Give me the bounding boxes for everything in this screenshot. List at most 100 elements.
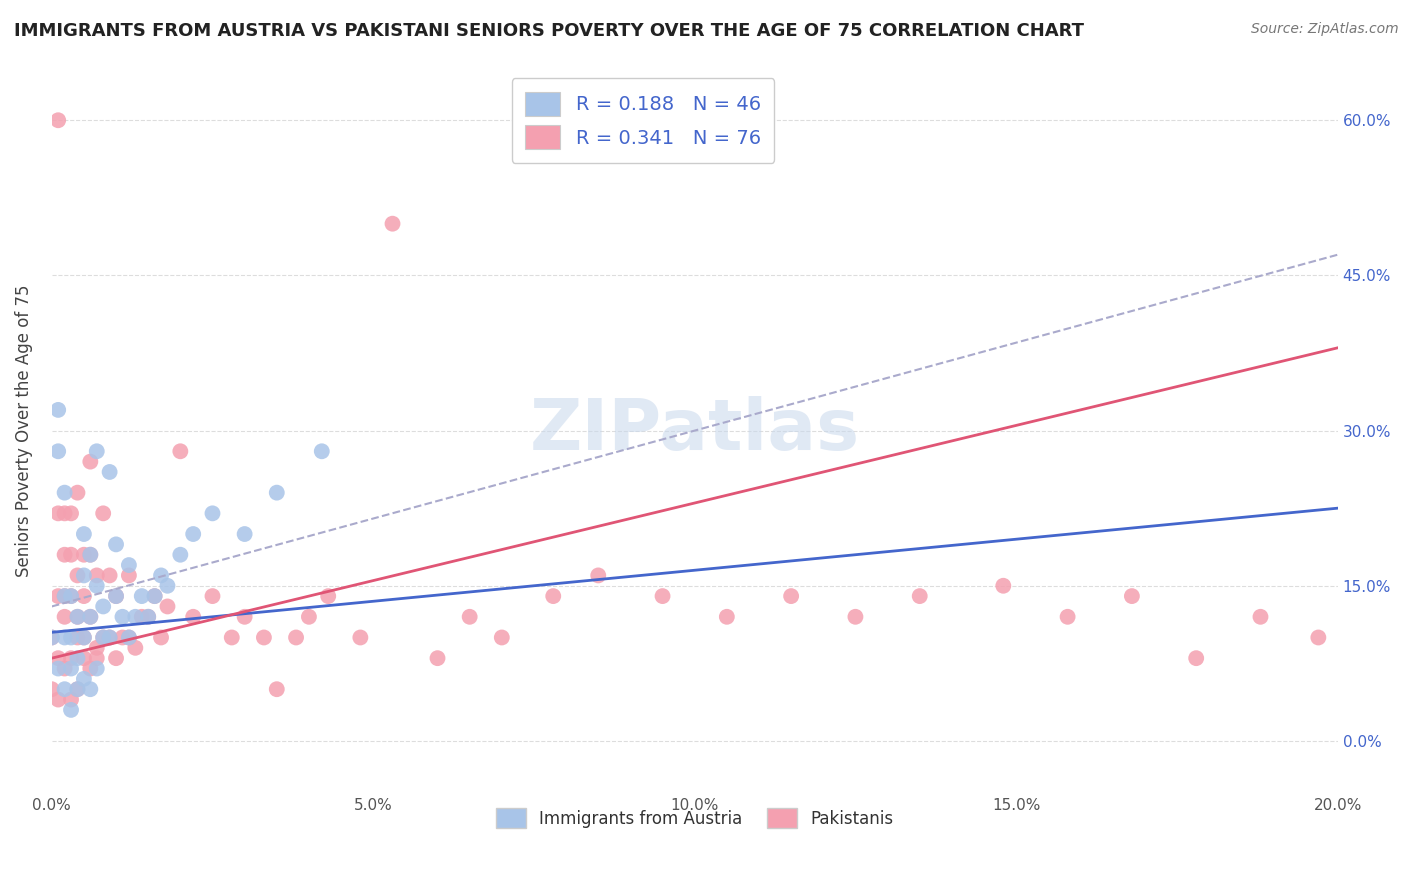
Point xyxy=(79,609,101,624)
Point xyxy=(66,682,89,697)
Point xyxy=(111,631,134,645)
Point xyxy=(79,609,101,624)
Point xyxy=(86,640,108,655)
Point xyxy=(169,444,191,458)
Point xyxy=(136,609,159,624)
Point xyxy=(105,589,128,603)
Point xyxy=(53,548,76,562)
Text: IMMIGRANTS FROM AUSTRIA VS PAKISTANI SENIORS POVERTY OVER THE AGE OF 75 CORRELAT: IMMIGRANTS FROM AUSTRIA VS PAKISTANI SEN… xyxy=(14,22,1084,40)
Point xyxy=(150,568,173,582)
Point xyxy=(73,548,96,562)
Point xyxy=(41,631,63,645)
Point xyxy=(1056,609,1078,624)
Point xyxy=(143,589,166,603)
Point xyxy=(66,485,89,500)
Point xyxy=(53,631,76,645)
Point xyxy=(41,631,63,645)
Point xyxy=(60,703,83,717)
Point xyxy=(79,548,101,562)
Point xyxy=(105,651,128,665)
Point xyxy=(46,403,69,417)
Point xyxy=(73,651,96,665)
Point xyxy=(98,631,121,645)
Point xyxy=(98,631,121,645)
Point xyxy=(73,527,96,541)
Point xyxy=(91,599,114,614)
Point xyxy=(60,651,83,665)
Point xyxy=(233,609,256,624)
Point xyxy=(426,651,449,665)
Point xyxy=(98,465,121,479)
Point xyxy=(66,631,89,645)
Point xyxy=(993,579,1015,593)
Text: Source: ZipAtlas.com: Source: ZipAtlas.com xyxy=(1251,22,1399,37)
Point xyxy=(53,506,76,520)
Legend: Immigrants from Austria, Pakistanis: Immigrants from Austria, Pakistanis xyxy=(489,801,900,835)
Point xyxy=(156,599,179,614)
Point xyxy=(53,682,76,697)
Point xyxy=(118,631,141,645)
Point xyxy=(136,609,159,624)
Point xyxy=(105,537,128,551)
Point xyxy=(60,692,83,706)
Point xyxy=(86,579,108,593)
Point xyxy=(53,589,76,603)
Point xyxy=(118,558,141,572)
Point xyxy=(651,589,673,603)
Point xyxy=(53,485,76,500)
Point xyxy=(73,589,96,603)
Point xyxy=(91,506,114,520)
Point xyxy=(118,568,141,582)
Point xyxy=(60,506,83,520)
Point xyxy=(143,589,166,603)
Point xyxy=(60,631,83,645)
Point xyxy=(66,651,89,665)
Point xyxy=(86,568,108,582)
Point xyxy=(1121,589,1143,603)
Point xyxy=(86,444,108,458)
Point xyxy=(60,548,83,562)
Point xyxy=(233,527,256,541)
Point xyxy=(60,661,83,675)
Point xyxy=(1250,609,1272,624)
Point xyxy=(266,485,288,500)
Point xyxy=(285,631,308,645)
Point xyxy=(541,589,564,603)
Point xyxy=(221,631,243,645)
Point xyxy=(86,661,108,675)
Point xyxy=(150,631,173,645)
Point xyxy=(201,589,224,603)
Point xyxy=(46,661,69,675)
Point xyxy=(349,631,371,645)
Point xyxy=(66,568,89,582)
Point xyxy=(41,682,63,697)
Point xyxy=(66,609,89,624)
Point xyxy=(91,631,114,645)
Point xyxy=(131,609,153,624)
Point xyxy=(780,589,803,603)
Point xyxy=(298,609,321,624)
Point xyxy=(111,609,134,624)
Point xyxy=(253,631,276,645)
Point xyxy=(46,692,69,706)
Point xyxy=(201,506,224,520)
Point xyxy=(53,609,76,624)
Point xyxy=(181,527,204,541)
Point xyxy=(79,548,101,562)
Point xyxy=(79,661,101,675)
Point xyxy=(124,640,146,655)
Point xyxy=(86,651,108,665)
Point xyxy=(46,651,69,665)
Point xyxy=(73,568,96,582)
Point xyxy=(66,609,89,624)
Point xyxy=(716,609,738,624)
Point xyxy=(156,579,179,593)
Point xyxy=(46,589,69,603)
Y-axis label: Seniors Poverty Over the Age of 75: Seniors Poverty Over the Age of 75 xyxy=(15,285,32,577)
Point xyxy=(266,682,288,697)
Point xyxy=(73,631,96,645)
Point xyxy=(73,672,96,686)
Point xyxy=(105,589,128,603)
Point xyxy=(381,217,404,231)
Point xyxy=(46,444,69,458)
